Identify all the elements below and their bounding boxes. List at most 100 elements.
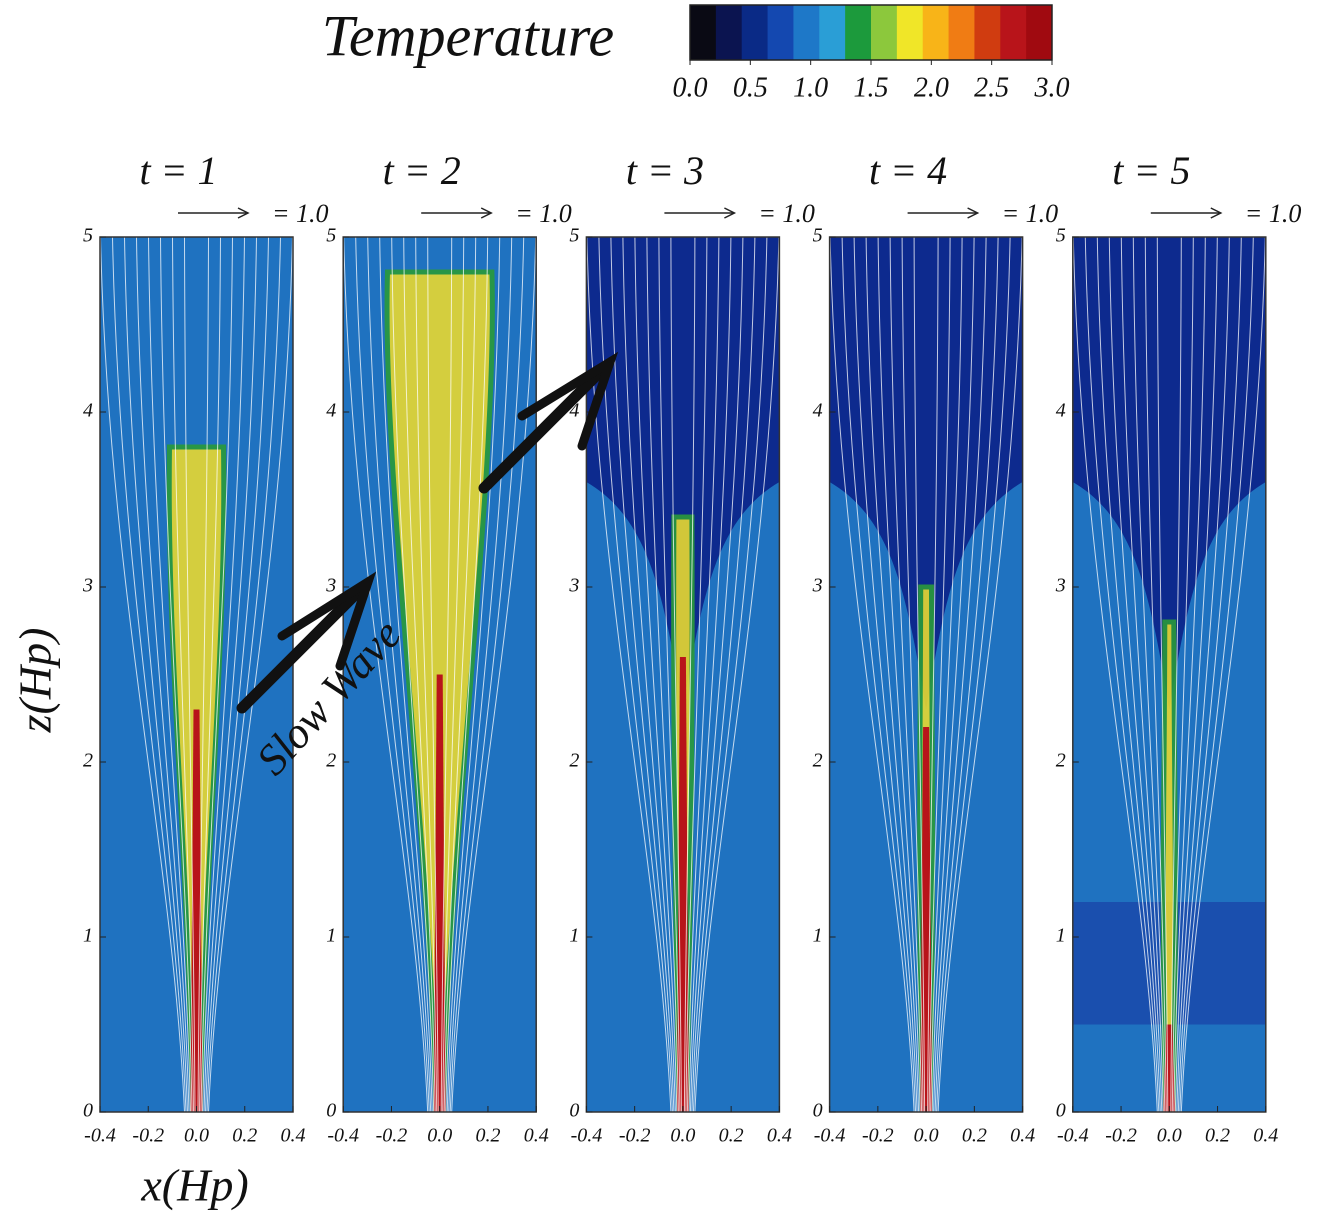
streamline: [841, 237, 917, 1112]
panel-title: t = 5: [1112, 148, 1190, 193]
colorbar-tick-label: 2.5: [974, 72, 1009, 103]
streamline: [1120, 237, 1164, 1112]
y-tick-label: 3: [325, 575, 336, 597]
streamline: [442, 237, 465, 1112]
streamline: [343, 237, 429, 1112]
streamline: [1144, 237, 1167, 1112]
streamline: [1170, 237, 1182, 1112]
x-tick-label: -0.2: [1105, 1125, 1137, 1147]
streamline: [933, 237, 987, 1112]
streamline: [877, 237, 921, 1112]
colorbar-swatch: [793, 5, 820, 60]
streamline: [449, 237, 525, 1112]
y-tick-label: 5: [569, 225, 579, 247]
colorbar-title: Temperature: [322, 3, 614, 68]
streamline: [622, 237, 676, 1112]
streamline: [930, 237, 963, 1112]
colorbar-swatch: [767, 5, 794, 60]
streamline: [928, 237, 951, 1112]
x-tick-label: 0.4: [524, 1125, 549, 1147]
colorbar-swatch: [741, 5, 769, 60]
streamline: [1180, 237, 1266, 1112]
y-tick-label: 5: [813, 225, 823, 247]
streamline: [355, 237, 430, 1112]
x-tick-label: -0.2: [132, 1125, 164, 1147]
y-tick-label: 1: [813, 925, 823, 947]
streamline: [634, 237, 678, 1112]
streamline: [853, 237, 918, 1112]
vector-scale-head: [724, 207, 737, 219]
streamline: [931, 237, 975, 1112]
colorbar-swatch: [715, 5, 743, 60]
field: [100, 237, 293, 1112]
y-tick-label: 2: [1056, 750, 1066, 772]
y-tick-label: 1: [326, 925, 336, 947]
streamline: [148, 237, 191, 1112]
y-tick-label: 3: [568, 575, 579, 597]
y-tick-label: 0: [569, 1100, 579, 1122]
y-tick-label: 5: [83, 225, 93, 247]
x-tick-label: -0.4: [84, 1125, 116, 1147]
cool-region: [829, 237, 1023, 710]
vector-scale-head: [237, 207, 250, 219]
y-tick-label: 2: [813, 750, 823, 772]
streamline: [446, 237, 501, 1112]
x-tick-label: 0.2: [232, 1125, 257, 1147]
vector-scale-label: = 1.0: [1245, 199, 1302, 228]
field: [1072, 237, 1266, 1112]
vector-scale-label: = 1.0: [272, 199, 329, 228]
colorbar-tick-label: 1.5: [854, 72, 889, 103]
x-tick-label: 0.0: [1157, 1125, 1182, 1147]
x-tick-label: 0.0: [184, 1125, 209, 1147]
streamline: [415, 237, 438, 1112]
colorbar-tick-label: 3.0: [1034, 72, 1070, 103]
panel-title: t = 4: [869, 148, 947, 193]
x-tick-label: -0.2: [862, 1125, 894, 1147]
x-tick-label: 0.0: [914, 1125, 939, 1147]
colorbar-swatch: [896, 5, 924, 60]
y-tick-label: 0: [1056, 1100, 1066, 1122]
hot-core: [920, 727, 933, 1112]
streamline: [688, 237, 732, 1112]
colorbar-tick-label: 0.0: [673, 72, 708, 103]
streamline: [391, 237, 435, 1112]
streamline: [203, 237, 257, 1112]
streamline: [685, 237, 708, 1112]
panel: t = 2 = 1.0 0 1 2 3 4 5 -0.4 -0.2 0.0 0.2 0.4: [325, 148, 572, 1146]
streamline: [610, 237, 675, 1112]
y-tick-label: 4: [83, 400, 93, 422]
streamline: [136, 237, 190, 1112]
y-tick-label: 2: [569, 750, 579, 772]
x-tick-label: 0.2: [475, 1125, 500, 1147]
x-tick-label: 0.4: [767, 1125, 792, 1147]
panels: t = 1 = 1.0 0 1 2 3 4 5 -0.4 -0.2 0.0 0.2 0.4 t = 2 = …: [82, 148, 1301, 1146]
y-tick-label: 4: [813, 400, 823, 422]
colorbar-swatch: [922, 5, 950, 60]
panel: t = 3 = 1.0 0 1 2 3 4 5 -0.4 -0.2 0.0 0.2 0.4: [568, 148, 815, 1146]
streamline: [913, 237, 926, 1112]
y-tick-label: 4: [326, 400, 336, 422]
streamline: [200, 237, 233, 1112]
streamline: [1132, 237, 1166, 1112]
streamline: [1072, 237, 1158, 1112]
y-tick-label: 5: [1056, 225, 1066, 247]
hot-core: [190, 709, 203, 1112]
streamline: [691, 237, 756, 1112]
streamline: [934, 237, 999, 1112]
x-tick-label: -0.4: [571, 1125, 603, 1147]
panel: t = 4 = 1.0 0 1 2 3 4 5 -0.4 -0.2 0.0 0.2 0.4: [812, 148, 1059, 1146]
colorbar-swatch: [819, 5, 846, 60]
y-tick-label: 3: [82, 575, 93, 597]
y-tick-label: 0: [83, 1100, 93, 1122]
x-tick-label: 0.4: [281, 1125, 306, 1147]
streamline: [927, 237, 939, 1112]
streamline: [936, 237, 1011, 1112]
colorbar-swatch: [690, 5, 717, 60]
vector-scale-label: = 1.0: [758, 199, 815, 228]
streamline: [658, 237, 681, 1112]
streamline: [197, 237, 209, 1112]
arrow-head: [517, 351, 619, 451]
streamline: [683, 237, 696, 1112]
streamline: [865, 237, 920, 1112]
